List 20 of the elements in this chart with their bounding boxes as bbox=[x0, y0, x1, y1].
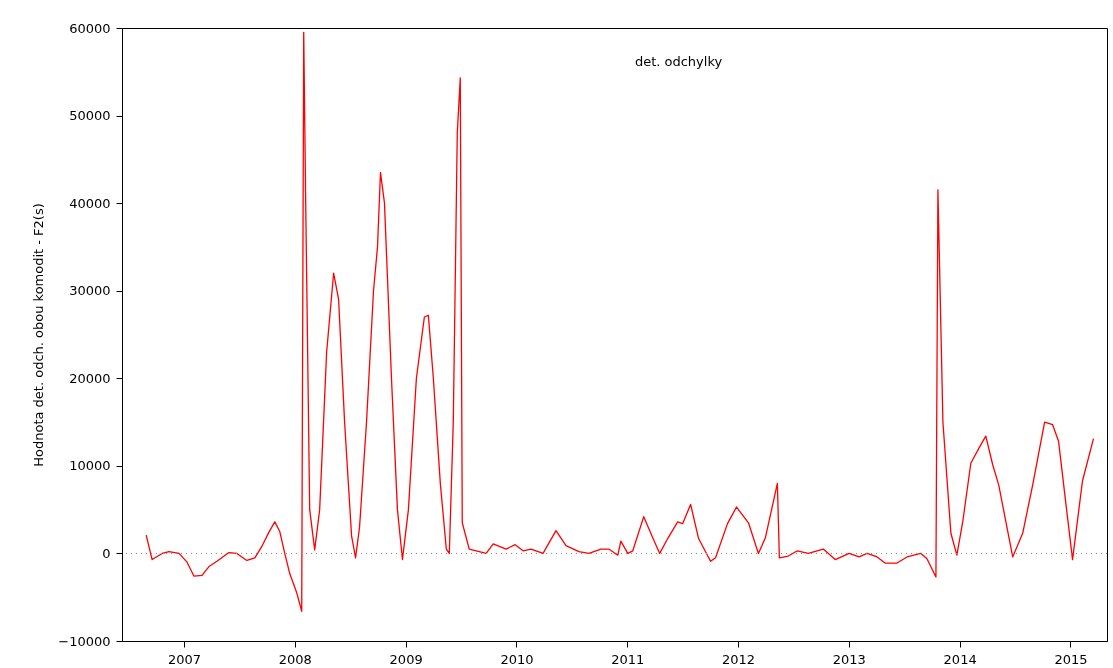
x-tick-label: 2011 bbox=[611, 651, 645, 667]
y-tick-label: 60000 bbox=[69, 20, 111, 36]
y-tick-label: −10000 bbox=[58, 633, 111, 649]
x-tick-label: 2010 bbox=[500, 651, 534, 667]
y-tick-label: 40000 bbox=[69, 195, 111, 211]
x-tick-label: 2015 bbox=[1054, 651, 1088, 667]
line-series bbox=[145, 31, 1095, 612]
y-tick-label: 10000 bbox=[69, 458, 111, 474]
x-tick-label: 2007 bbox=[168, 651, 202, 667]
x-tick-label: 2008 bbox=[278, 651, 312, 667]
text: det. odchylky bbox=[634, 54, 723, 69]
y-axis-title: Hodnota det. odch. obou komodit - F2(s) bbox=[31, 203, 47, 467]
x-tick-label: 2014 bbox=[943, 651, 977, 667]
y-tick-label: 0 bbox=[102, 545, 111, 561]
y-tick-label: 30000 bbox=[69, 283, 111, 299]
x-tick-label: 2012 bbox=[721, 651, 756, 667]
y-tick-label: 20000 bbox=[69, 370, 111, 386]
x-tick-label: 2013 bbox=[832, 651, 866, 667]
y-tick-label: 50000 bbox=[69, 108, 111, 124]
x-tick-label: 2009 bbox=[389, 651, 423, 667]
